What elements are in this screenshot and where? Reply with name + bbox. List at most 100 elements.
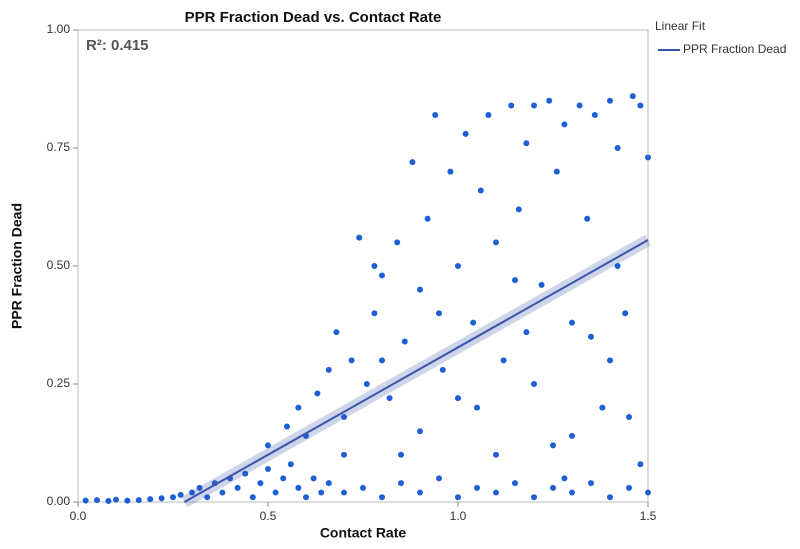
- point: [432, 111, 439, 118]
- point: [379, 272, 385, 279]
- point: [394, 239, 401, 246]
- point: [417, 286, 423, 293]
- fit-line: [183, 239, 649, 503]
- point: [325, 480, 332, 487]
- point: [561, 475, 568, 482]
- point: [436, 310, 442, 317]
- x-tick-label: 0.5: [260, 509, 277, 523]
- y-tick-label: 0.50: [47, 258, 71, 272]
- point: [170, 494, 176, 501]
- point: [531, 381, 537, 387]
- point: [417, 489, 423, 496]
- point: [439, 366, 446, 373]
- point: [257, 480, 264, 487]
- point: [462, 130, 469, 137]
- point: [607, 494, 613, 501]
- point: [82, 497, 89, 504]
- point: [599, 404, 606, 411]
- point: [280, 475, 287, 482]
- point: [607, 357, 613, 364]
- x-tick-label: 0.0: [70, 509, 87, 523]
- point: [584, 215, 591, 222]
- point: [477, 187, 484, 194]
- annotation: R²: 0.415: [86, 37, 149, 54]
- x-tick-label: 1.0: [450, 509, 467, 523]
- x-tick-label: 1.5: [640, 509, 657, 523]
- point: [531, 494, 537, 501]
- point: [401, 338, 408, 345]
- point: [204, 494, 211, 501]
- point: [219, 489, 226, 496]
- point: [645, 154, 651, 161]
- point: [447, 168, 454, 175]
- point: [474, 484, 480, 491]
- point: [576, 102, 583, 109]
- point: [287, 461, 294, 468]
- point: [523, 329, 530, 336]
- point: [569, 319, 575, 326]
- point: [409, 159, 416, 166]
- point: [105, 498, 112, 505]
- point: [493, 451, 499, 458]
- point: [318, 489, 325, 496]
- y-tick-label: 0.00: [47, 494, 71, 508]
- point: [177, 491, 184, 498]
- point: [569, 432, 575, 439]
- point: [284, 423, 290, 430]
- point: [242, 470, 249, 477]
- y-axis-label: PPR Fraction Dead: [9, 203, 25, 329]
- point: [493, 489, 499, 496]
- point: [588, 480, 594, 487]
- point: [588, 333, 594, 340]
- chart-title: PPR Fraction Dead vs. Contact Rate: [185, 9, 442, 26]
- point: [196, 484, 203, 491]
- point: [455, 263, 461, 269]
- point: [295, 484, 302, 491]
- point: [470, 319, 477, 326]
- point: [113, 496, 119, 503]
- point: [295, 404, 302, 411]
- point: [645, 489, 651, 496]
- point: [591, 111, 598, 118]
- point: [637, 461, 644, 468]
- point: [626, 414, 632, 421]
- point: [629, 93, 636, 100]
- point: [314, 390, 321, 397]
- point: [158, 495, 165, 502]
- point: [398, 480, 404, 487]
- point: [135, 497, 142, 504]
- point: [550, 442, 556, 449]
- legend-label: PPR Fraction Dead: [683, 42, 786, 56]
- point: [614, 145, 621, 151]
- point: [485, 111, 492, 118]
- point: [94, 497, 100, 504]
- point: [147, 496, 154, 503]
- point: [622, 310, 629, 317]
- point: [607, 97, 613, 104]
- point: [553, 168, 560, 175]
- point: [637, 102, 644, 109]
- point: [455, 395, 461, 402]
- point: [360, 484, 366, 491]
- point: [272, 489, 279, 496]
- point: [371, 310, 378, 317]
- point: [333, 329, 340, 336]
- point: [531, 102, 537, 109]
- point: [398, 451, 404, 458]
- legend-title: Linear Fit: [655, 19, 706, 33]
- point: [474, 404, 480, 411]
- point: [569, 489, 575, 496]
- point: [515, 206, 522, 213]
- point: [303, 494, 309, 501]
- point: [508, 102, 515, 109]
- point: [455, 494, 461, 501]
- y-tick-label: 1.00: [47, 22, 71, 36]
- point: [614, 263, 621, 269]
- point: [512, 480, 518, 487]
- point: [417, 428, 423, 435]
- point: [356, 234, 363, 241]
- point: [500, 357, 507, 364]
- point: [424, 215, 431, 222]
- y-tick-label: 0.25: [47, 376, 71, 390]
